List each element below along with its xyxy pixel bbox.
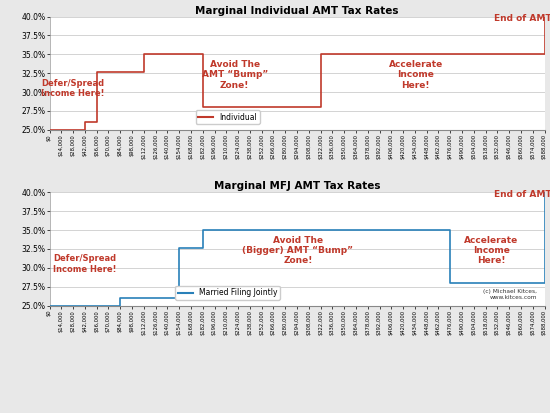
Title: Marginal Individual AMT Tax Rates: Marginal Individual AMT Tax Rates	[195, 6, 399, 16]
Text: End of AMT*: End of AMT*	[494, 190, 550, 199]
Legend: Individual: Individual	[196, 110, 260, 124]
Text: Defer/Spread
Income Here!: Defer/Spread Income Here!	[41, 78, 105, 98]
Text: Accelerate
Income
Here!: Accelerate Income Here!	[388, 60, 443, 90]
Text: Avoid The
(Bigger) AMT “Bump”
Zone!: Avoid The (Bigger) AMT “Bump” Zone!	[243, 235, 353, 265]
Text: (c) Michael Kitces,
www.kitces.com: (c) Michael Kitces, www.kitces.com	[483, 289, 537, 300]
Text: Defer/Spread
Income Here!: Defer/Spread Income Here!	[53, 254, 117, 274]
Legend: Married Filing Jointly: Married Filing Jointly	[175, 286, 280, 299]
Text: End of AMT*: End of AMT*	[494, 14, 550, 23]
Title: Marginal MFJ AMT Tax Rates: Marginal MFJ AMT Tax Rates	[214, 181, 380, 192]
Text: Avoid The
AMT “Bump”
Zone!: Avoid The AMT “Bump” Zone!	[202, 60, 268, 90]
Text: Accelerate
Income
Here!: Accelerate Income Here!	[464, 235, 519, 265]
